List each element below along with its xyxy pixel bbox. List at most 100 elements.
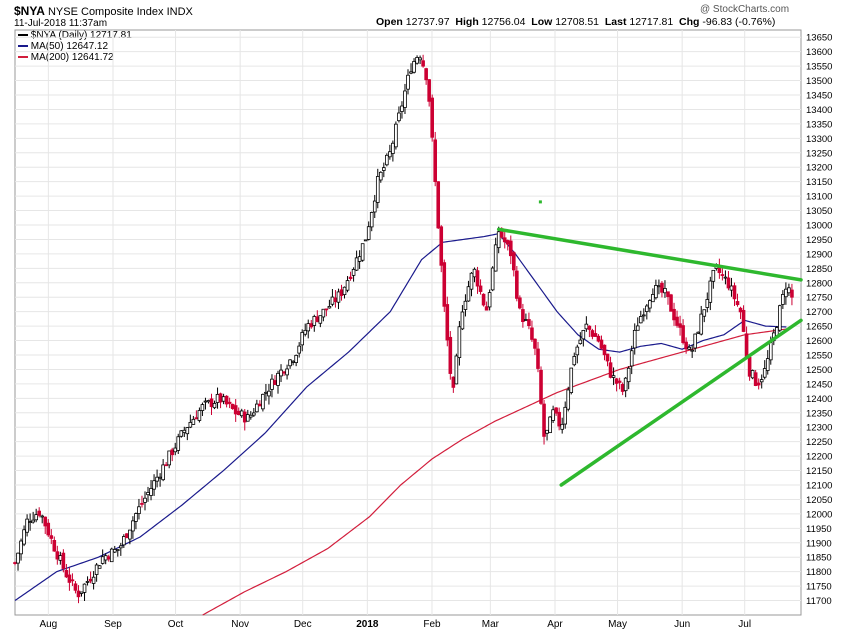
y-tick-label: 12550: [806, 351, 832, 362]
x-tick-label: Oct: [168, 619, 184, 630]
candle-body: [378, 171, 383, 181]
candle-body: [539, 369, 543, 404]
candle-body: [781, 294, 785, 305]
candle: [457, 321, 462, 366]
candle: [542, 399, 546, 445]
y-tick-label: 12350: [806, 408, 832, 419]
candle-body: [330, 296, 335, 305]
candle-body: [242, 411, 247, 423]
y-tick-label: 12000: [806, 509, 832, 520]
candle-body: [200, 404, 205, 411]
candle-body: [475, 270, 480, 287]
candle: [176, 433, 181, 455]
candle: [294, 354, 298, 367]
candle-body: [152, 480, 156, 490]
candle: [487, 289, 492, 311]
candle-body: [484, 306, 489, 311]
candle: [122, 534, 126, 548]
candle-body: [131, 520, 135, 532]
candle: [560, 417, 564, 434]
candle-body: [125, 533, 129, 539]
candle-body: [194, 417, 199, 420]
candle-body: [245, 414, 250, 422]
candle: [354, 250, 359, 271]
candle-body: [339, 289, 344, 296]
candle: [375, 168, 380, 209]
candle: [125, 533, 129, 539]
candle: [91, 571, 96, 590]
candle: [602, 344, 607, 361]
candle-body: [321, 308, 326, 318]
candle-body: [735, 301, 740, 306]
candle: [412, 58, 416, 74]
candle-body: [357, 256, 362, 262]
candle: [327, 299, 332, 309]
candle-body: [282, 371, 286, 374]
candle-body: [149, 487, 153, 496]
candle: [663, 280, 667, 298]
candle: [781, 290, 785, 309]
candle-body: [58, 555, 63, 561]
candle-body: [708, 280, 713, 303]
candle-body: [258, 403, 262, 407]
trendline-layer: [496, 200, 803, 487]
candle-body: [248, 414, 253, 418]
candle-body: [25, 518, 29, 533]
candle: [406, 69, 410, 95]
candle-body: [478, 285, 483, 292]
y-tick-label: 13600: [806, 47, 832, 58]
x-tick-label: Jun: [674, 619, 690, 630]
candle: [784, 282, 788, 305]
candle: [645, 303, 649, 320]
candle: [750, 369, 755, 380]
candle: [106, 554, 111, 562]
candle: [330, 289, 335, 307]
candle-body: [185, 427, 190, 435]
candle-body: [490, 267, 495, 291]
candle: [545, 429, 549, 441]
y-tick-label: 12950: [806, 235, 832, 246]
y-tick-label: 13250: [806, 148, 832, 159]
candle-body: [572, 356, 577, 366]
x-tick-label: May: [608, 619, 627, 630]
candle-body: [768, 342, 773, 361]
candle: [276, 370, 280, 394]
candle-body: [502, 237, 507, 243]
candle-body: [112, 549, 117, 553]
y-tick-label: 11900: [806, 538, 832, 549]
candle-body: [587, 325, 592, 330]
candle: [515, 266, 519, 302]
candle: [131, 516, 135, 539]
candle-body: [161, 464, 165, 481]
candle-body: [348, 276, 353, 280]
candle-body: [530, 327, 534, 340]
candle: [599, 335, 604, 350]
candle-body: [454, 355, 459, 385]
candle-body: [654, 285, 658, 299]
candle-body: [385, 154, 389, 166]
candle-body: [369, 212, 374, 228]
candle: [753, 370, 758, 387]
candle: [554, 407, 558, 416]
candle-body: [463, 300, 468, 310]
candle-body: [578, 339, 583, 345]
candle-body: [100, 556, 105, 564]
candle-body: [82, 583, 87, 593]
candle-body: [787, 287, 791, 294]
candle: [702, 309, 707, 323]
candle: [451, 376, 456, 393]
y-tick-label: 12700: [806, 307, 832, 318]
candle: [578, 332, 583, 345]
candle-body: [85, 581, 90, 583]
candle: [194, 410, 199, 420]
candle-body: [239, 410, 244, 417]
candle-body: [427, 79, 431, 102]
candle: [391, 140, 395, 162]
candle-body: [765, 358, 770, 371]
candle: [475, 266, 480, 294]
candle: [267, 383, 271, 405]
candle-body: [496, 231, 501, 249]
candle: [620, 382, 625, 396]
candle-body: [412, 61, 416, 73]
